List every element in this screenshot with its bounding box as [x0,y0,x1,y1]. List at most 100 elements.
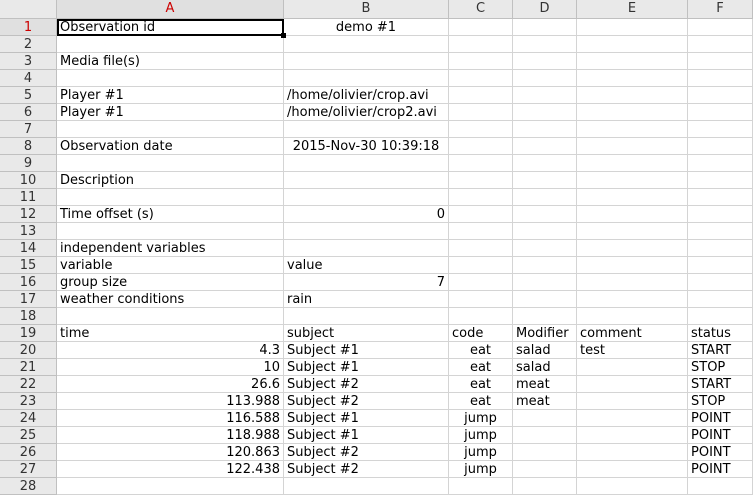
cell-c26[interactable]: jump [449,444,513,461]
row-header-9[interactable]: 9 [0,155,57,172]
row-header-20[interactable]: 20 [0,342,57,359]
cell-b6[interactable]: /home/olivier/crop2.avi [284,104,449,121]
cell-f14[interactable] [688,240,753,257]
cell-e21[interactable] [577,359,688,376]
row-header-17[interactable]: 17 [0,291,57,308]
cell-e17[interactable] [577,291,688,308]
row-header-12[interactable]: 12 [0,206,57,223]
row-header-14[interactable]: 14 [0,240,57,257]
cell-a5[interactable]: Player #1 [57,87,284,104]
row-header-27[interactable]: 27 [0,461,57,478]
cell-b23[interactable]: Subject #2 [284,393,449,410]
cell-f10[interactable] [688,172,753,189]
cell-a17[interactable]: weather conditions [57,291,284,308]
cell-d18[interactable] [513,308,577,325]
column-header-b[interactable]: B [284,0,449,18]
cell-d10[interactable] [513,172,577,189]
column-header-c[interactable]: C [449,0,513,18]
column-header-d[interactable]: D [513,0,577,18]
row-header-2[interactable]: 2 [0,36,57,53]
cell-b3[interactable] [284,53,449,70]
cell-b25[interactable]: Subject #1 [284,427,449,444]
cell-c2[interactable] [449,36,513,53]
cell-e8[interactable] [577,138,688,155]
cell-f17[interactable] [688,291,753,308]
cell-e1[interactable] [577,19,688,36]
cell-f20[interactable]: START [688,342,753,359]
cell-e27[interactable] [577,461,688,478]
cell-e14[interactable] [577,240,688,257]
cell-b20[interactable]: Subject #1 [284,342,449,359]
cell-a25[interactable]: 118.988 [57,427,284,444]
cell-e26[interactable] [577,444,688,461]
row-header-28[interactable]: 28 [0,478,57,495]
cell-d23[interactable]: meat [513,393,577,410]
cell-c15[interactable] [449,257,513,274]
cell-b7[interactable] [284,121,449,138]
row-header-23[interactable]: 23 [0,393,57,410]
cell-c23[interactable]: eat [449,393,513,410]
cell-e11[interactable] [577,189,688,206]
cell-f27[interactable]: POINT [688,461,753,478]
row-header-11[interactable]: 11 [0,189,57,206]
row-header-13[interactable]: 13 [0,223,57,240]
cell-f15[interactable] [688,257,753,274]
cell-a24[interactable]: 116.588 [57,410,284,427]
cell-c16[interactable] [449,274,513,291]
cell-e2[interactable] [577,36,688,53]
cell-c19[interactable]: code [449,325,513,342]
cell-d6[interactable] [513,104,577,121]
row-header-8[interactable]: 8 [0,138,57,155]
cell-d19[interactable]: Modifier [513,325,577,342]
cell-a8[interactable]: Observation date [57,138,284,155]
cell-f23[interactable]: STOP [688,393,753,410]
cell-b14[interactable] [284,240,449,257]
cell-d15[interactable] [513,257,577,274]
cell-d24[interactable] [513,410,577,427]
cell-e9[interactable] [577,155,688,172]
cell-c4[interactable] [449,70,513,87]
cell-c10[interactable] [449,172,513,189]
cell-d21[interactable]: salad [513,359,577,376]
cell-b12[interactable]: 0 [284,206,449,223]
row-header-10[interactable]: 10 [0,172,57,189]
cell-d28[interactable] [513,478,577,495]
cell-a22[interactable]: 26.6 [57,376,284,393]
cell-f26[interactable]: POINT [688,444,753,461]
cell-f7[interactable] [688,121,753,138]
cell-b1[interactable]: demo #1 [284,19,449,36]
cell-e23[interactable] [577,393,688,410]
cell-d25[interactable] [513,427,577,444]
cell-a9[interactable] [57,155,284,172]
cell-f25[interactable]: POINT [688,427,753,444]
cell-d27[interactable] [513,461,577,478]
cell-b9[interactable] [284,155,449,172]
cell-b26[interactable]: Subject #2 [284,444,449,461]
cell-f16[interactable] [688,274,753,291]
cell-a3[interactable]: Media file(s) [57,53,284,70]
cell-a7[interactable] [57,121,284,138]
cell-e15[interactable] [577,257,688,274]
cell-d5[interactable] [513,87,577,104]
cell-d11[interactable] [513,189,577,206]
cell-b13[interactable] [284,223,449,240]
cell-e13[interactable] [577,223,688,240]
cell-b8[interactable]: 2015-Nov-30 10:39:18 [284,138,449,155]
cell-a10[interactable]: Description [57,172,284,189]
cell-b19[interactable]: subject [284,325,449,342]
cell-a14[interactable]: independent variables [57,240,284,257]
cell-a6[interactable]: Player #1 [57,104,284,121]
cell-b4[interactable] [284,70,449,87]
row-header-25[interactable]: 25 [0,427,57,444]
cell-a12[interactable]: Time offset (s) [57,206,284,223]
cell-a20[interactable]: 4.3 [57,342,284,359]
row-header-7[interactable]: 7 [0,121,57,138]
cell-c7[interactable] [449,121,513,138]
row-header-18[interactable]: 18 [0,308,57,325]
cell-a13[interactable] [57,223,284,240]
cell-f24[interactable]: POINT [688,410,753,427]
cell-f8[interactable] [688,138,753,155]
column-header-a[interactable]: A [57,0,284,18]
cell-c12[interactable] [449,206,513,223]
cell-e18[interactable] [577,308,688,325]
